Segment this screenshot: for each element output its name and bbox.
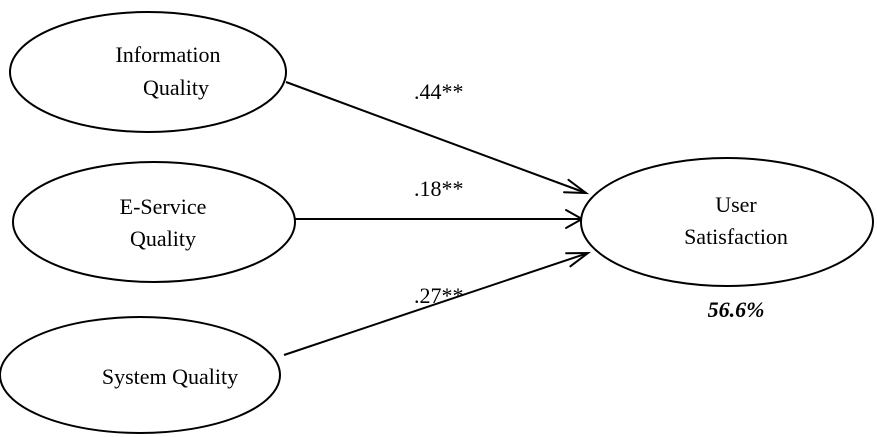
arrowhead xyxy=(565,251,592,268)
path-coefficient-eservice: .18** xyxy=(414,176,464,201)
node-label-line: Information xyxy=(115,42,220,67)
edge-information-to-satisfaction: .44** xyxy=(285,79,590,195)
node-system-quality: System Quality xyxy=(0,316,281,434)
node-information-quality: Information Quality xyxy=(9,11,287,133)
node-ellipse xyxy=(580,157,874,287)
node-label-line: System Quality xyxy=(102,364,238,389)
arrowhead xyxy=(563,178,590,195)
edge-system-to-satisfaction: .27** xyxy=(283,251,592,356)
node-label-line: E-Service xyxy=(120,194,207,219)
node-label-line: Quality xyxy=(130,226,196,251)
edge-line xyxy=(285,81,587,194)
explained-variance-label: 56.6% xyxy=(708,297,765,322)
node-label-line: User xyxy=(715,192,757,217)
node-label-line: Satisfaction xyxy=(684,224,788,249)
path-coefficient-information: .44** xyxy=(414,79,464,104)
edge-eservice-to-satisfaction: .18** xyxy=(295,176,585,229)
node-user-satisfaction: User Satisfaction xyxy=(580,157,874,287)
path-coefficient-system: .27** xyxy=(414,283,464,308)
node-label-line: Quality xyxy=(143,75,209,100)
node-ellipse xyxy=(12,161,296,283)
node-ellipse xyxy=(9,11,287,133)
node-eservice-quality: E-Service Quality xyxy=(12,161,296,283)
edge-line xyxy=(283,252,589,356)
node-ellipse xyxy=(0,316,281,434)
